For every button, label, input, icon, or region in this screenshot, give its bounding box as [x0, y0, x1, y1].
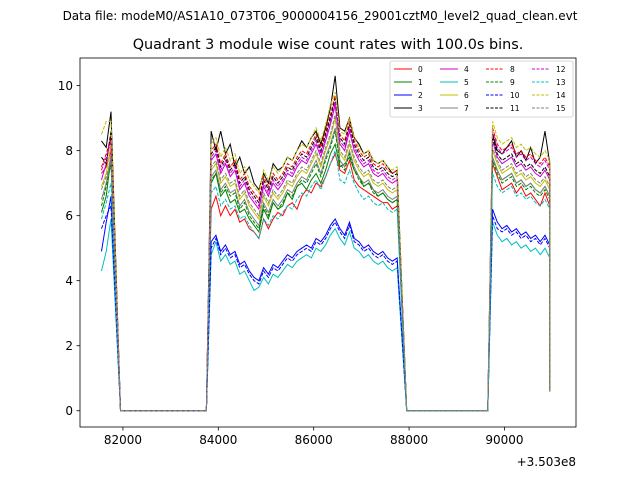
- y-tick-label: 8: [65, 144, 73, 158]
- x-tick-label: 86000: [295, 433, 333, 447]
- series-line-14: [100, 91, 551, 412]
- series-line-7: [100, 127, 551, 412]
- legend-label-1: 1: [418, 78, 423, 87]
- legend-label-12: 12: [556, 65, 566, 74]
- series-line-10: [100, 205, 551, 412]
- legend-label-14: 14: [556, 91, 566, 100]
- legend-label-8: 8: [510, 65, 515, 74]
- series-line-5: [100, 218, 551, 412]
- legend-label-4: 4: [464, 65, 469, 74]
- legend-label-9: 9: [510, 78, 515, 87]
- chart-title: Quadrant 3 module wise count rates with …: [133, 37, 524, 53]
- series-lines: [100, 75, 551, 412]
- x-tick-label: 82000: [104, 433, 142, 447]
- series-line-8: [100, 95, 551, 412]
- axes-frame: [79, 57, 577, 428]
- y-tick-label: 0: [65, 404, 73, 418]
- y-tick-label: 10: [58, 79, 73, 93]
- legend-label-0: 0: [418, 65, 423, 74]
- series-line-2: [100, 196, 551, 412]
- legend-label-6: 6: [464, 91, 469, 100]
- series-line-15: [100, 114, 551, 412]
- figure-suptitle: Data file: modeM0/AS1A10_073T06_90000041…: [63, 9, 578, 23]
- legend-box: [389, 60, 574, 118]
- legend-label-5: 5: [464, 78, 469, 87]
- legend-label-2: 2: [418, 91, 423, 100]
- legend-label-11: 11: [510, 104, 520, 113]
- y-tick-label: 4: [65, 274, 73, 288]
- legend-label-3: 3: [418, 104, 423, 113]
- legend-label-10: 10: [510, 91, 520, 100]
- x-tick-label: 88000: [390, 433, 428, 447]
- series-line-13: [100, 148, 551, 412]
- legend-label-13: 13: [556, 78, 566, 87]
- legend-label-15: 15: [556, 104, 566, 113]
- legend-label-7: 7: [464, 104, 469, 113]
- x-tick-label: 84000: [199, 433, 237, 447]
- series-line-6: [100, 118, 551, 412]
- x-tick-label: 90000: [485, 433, 523, 447]
- series-line-9: [100, 131, 551, 412]
- y-tick-label: 6: [65, 209, 73, 223]
- series-line-11: [101, 98, 551, 412]
- x-axis-offset-label: +3.503e8: [517, 455, 576, 469]
- plot-area: [100, 75, 551, 412]
- series-line-12: [100, 101, 551, 412]
- y-tick-label: 2: [65, 339, 73, 353]
- series-line-4: [100, 105, 551, 412]
